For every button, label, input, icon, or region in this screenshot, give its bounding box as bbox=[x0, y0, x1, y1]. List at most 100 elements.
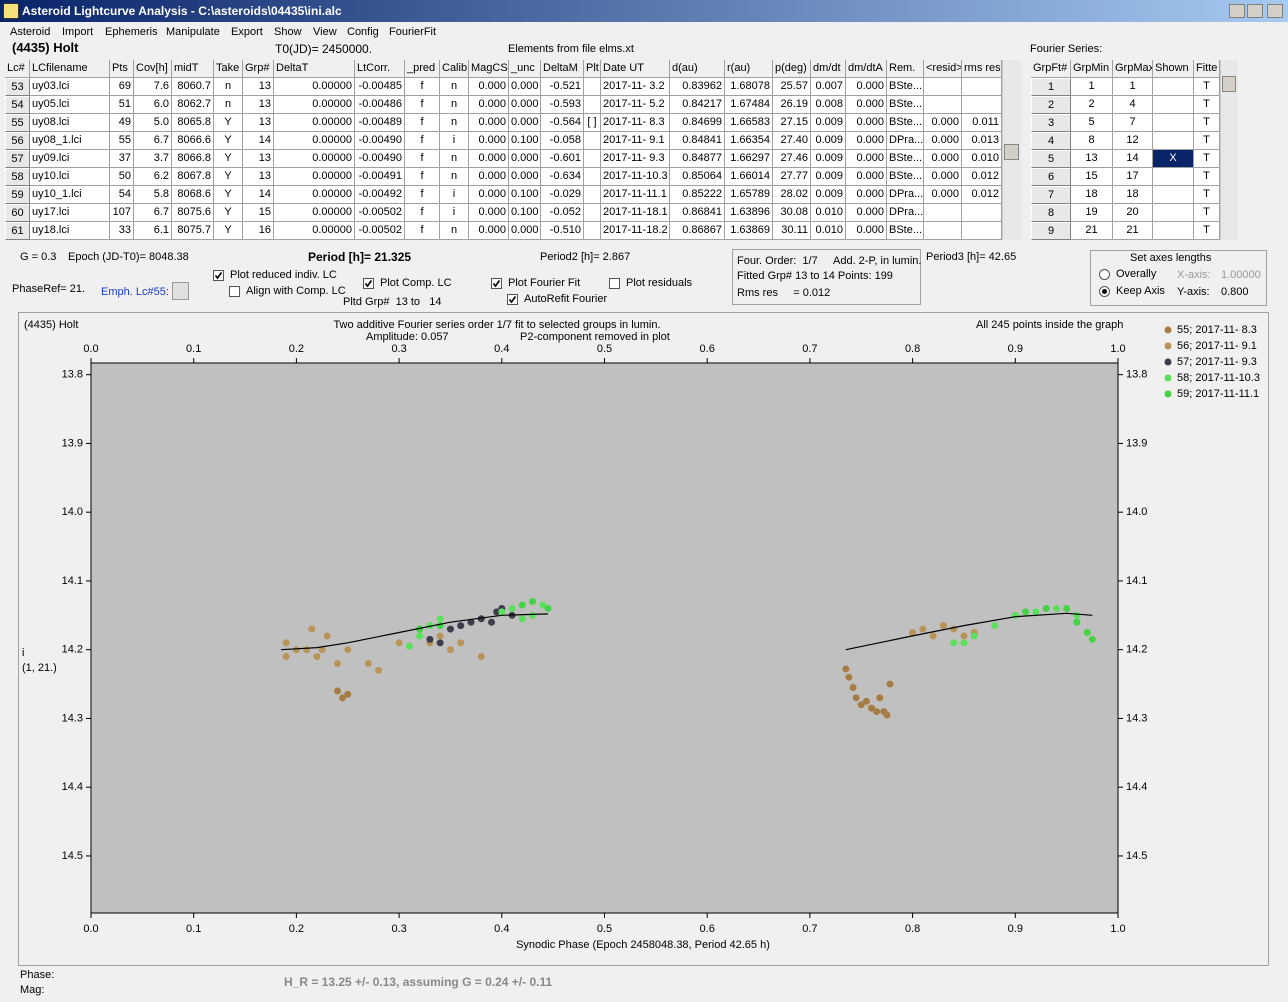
column-header[interactable]: Lc# bbox=[5, 60, 30, 78]
table-cell[interactable]: 7 bbox=[1031, 186, 1071, 204]
table-cell[interactable]: 58 bbox=[5, 168, 30, 186]
column-header[interactable]: DeltaT bbox=[274, 60, 355, 78]
table-cell[interactable]: 57 bbox=[5, 150, 30, 168]
column-header[interactable]: <resid> bbox=[924, 60, 962, 78]
spinner[interactable] bbox=[172, 282, 189, 300]
column-header[interactable]: dm/dt bbox=[811, 60, 846, 78]
table-cell[interactable]: 4 bbox=[1031, 132, 1071, 150]
period: Period [h]= 21.325 bbox=[308, 250, 412, 264]
scrollbar[interactable] bbox=[1220, 60, 1238, 240]
table-cell: 5.0 bbox=[134, 114, 172, 132]
column-header[interactable]: midT bbox=[172, 60, 214, 78]
column-header[interactable]: Calib bbox=[440, 60, 469, 78]
column-header[interactable]: Plt bbox=[584, 60, 601, 78]
menu-item[interactable]: Export bbox=[231, 26, 263, 38]
table-cell[interactable]: 60 bbox=[5, 204, 30, 222]
y-tick-label: 14.4 bbox=[1126, 781, 1147, 793]
column-header[interactable]: DeltaM bbox=[541, 60, 584, 78]
column-header[interactable]: GrpFt# bbox=[1031, 60, 1071, 78]
column-header[interactable]: Shown bbox=[1153, 60, 1194, 78]
menu-item[interactable]: Show bbox=[274, 26, 302, 38]
table-cell[interactable]: 56 bbox=[5, 132, 30, 150]
table-cell[interactable]: 6 bbox=[1031, 168, 1071, 186]
checkbox[interactable] bbox=[507, 294, 518, 305]
checkbox[interactable] bbox=[213, 270, 224, 281]
radio-label[interactable]: Keep Axis bbox=[1116, 285, 1165, 297]
table-cell: 0.009 bbox=[811, 114, 846, 132]
column-header[interactable]: LtCorr. bbox=[355, 60, 405, 78]
table-cell[interactable]: 53 bbox=[5, 78, 30, 96]
table-cell: -0.00489 bbox=[355, 114, 405, 132]
column-header[interactable]: dm/dtA bbox=[846, 60, 887, 78]
radio-button[interactable] bbox=[1099, 269, 1110, 280]
table-cell: 54 bbox=[110, 186, 134, 204]
data-point bbox=[1011, 611, 1019, 619]
table-cell: T bbox=[1194, 132, 1220, 150]
table-cell: 0.009 bbox=[811, 132, 846, 150]
checkbox[interactable] bbox=[609, 278, 620, 289]
table-cell[interactable]: 9 bbox=[1031, 222, 1071, 240]
checkbox-label[interactable]: Align with Comp. LC bbox=[246, 285, 346, 297]
column-header[interactable]: Take bbox=[214, 60, 243, 78]
checkbox-label[interactable]: Plot Fourier Fit bbox=[508, 277, 581, 289]
column-header[interactable]: Cov[h] bbox=[134, 60, 172, 78]
table-cell: 26.19 bbox=[773, 96, 811, 114]
column-header[interactable]: _unc bbox=[509, 60, 541, 78]
menu-item[interactable]: Ephemeris bbox=[105, 26, 158, 38]
column-header[interactable]: Date UT bbox=[601, 60, 670, 78]
column-header[interactable]: rms res bbox=[962, 60, 1002, 78]
menu-item[interactable]: Import bbox=[62, 26, 94, 38]
menu-item[interactable]: Config bbox=[347, 26, 379, 38]
data-point bbox=[467, 618, 475, 626]
checkbox[interactable] bbox=[491, 278, 502, 289]
axes-title: Set axes lengths bbox=[1130, 252, 1212, 264]
column-header[interactable]: d(au) bbox=[670, 60, 725, 78]
table-cell[interactable]: 59 bbox=[5, 186, 30, 204]
table-cell: 27.77 bbox=[773, 168, 811, 186]
table-cell[interactable]: 2 bbox=[1031, 96, 1071, 114]
radio-label[interactable]: Overally bbox=[1116, 268, 1157, 280]
menu-item[interactable]: View bbox=[313, 26, 337, 38]
table-cell bbox=[584, 204, 601, 222]
data-point bbox=[842, 665, 850, 673]
column-header[interactable]: Rem. bbox=[887, 60, 924, 78]
checkbox-label[interactable]: Plot reduced indiv. LC bbox=[230, 269, 337, 281]
close-button[interactable] bbox=[1267, 4, 1283, 18]
minimize-button[interactable] bbox=[1229, 4, 1245, 18]
checkbox-label[interactable]: Plot residuals bbox=[626, 277, 693, 289]
column-header[interactable]: Grp# bbox=[243, 60, 274, 78]
menu-item[interactable]: Manipulate bbox=[166, 26, 220, 38]
table-cell[interactable]: 61 bbox=[5, 222, 30, 240]
radio-button[interactable] bbox=[1099, 286, 1110, 297]
column-header[interactable]: LCfilename bbox=[30, 60, 110, 78]
scrollbar[interactable] bbox=[1002, 60, 1021, 240]
table-cell[interactable]: 55 bbox=[5, 114, 30, 132]
checkbox[interactable] bbox=[229, 286, 240, 297]
column-header[interactable]: _pred bbox=[405, 60, 440, 78]
checkbox[interactable] bbox=[363, 278, 374, 289]
scroll-thumb[interactable] bbox=[1222, 76, 1236, 92]
column-header[interactable]: Pts bbox=[110, 60, 134, 78]
checkbox-label[interactable]: AutoRefit Fourier bbox=[524, 293, 608, 305]
column-header[interactable]: Fitte bbox=[1194, 60, 1220, 78]
data-point bbox=[488, 618, 496, 626]
table-cell[interactable]: 3 bbox=[1031, 114, 1071, 132]
table-cell[interactable]: 8 bbox=[1031, 204, 1071, 222]
checkbox-label[interactable]: Plot Comp. LC bbox=[380, 277, 452, 289]
table-cell[interactable]: 5 bbox=[1031, 150, 1071, 168]
column-header[interactable]: MagCS bbox=[469, 60, 509, 78]
legend-marker bbox=[1164, 390, 1172, 398]
scroll-thumb[interactable] bbox=[1004, 144, 1019, 160]
column-header[interactable]: GrpMax bbox=[1113, 60, 1153, 78]
maximize-button[interactable] bbox=[1247, 4, 1263, 18]
y-axis-label: i bbox=[22, 647, 24, 659]
table-cell[interactable]: 54 bbox=[5, 96, 30, 114]
table-cell[interactable]: 1 bbox=[1031, 78, 1071, 96]
menu-item[interactable]: FourierFit bbox=[389, 26, 437, 38]
column-header[interactable]: r(au) bbox=[725, 60, 773, 78]
menu-item[interactable]: Asteroid bbox=[10, 26, 51, 38]
table-cell: 0.000 bbox=[846, 96, 887, 114]
x-tick-label: 0.1 bbox=[186, 923, 201, 935]
column-header[interactable]: p(deg) bbox=[773, 60, 811, 78]
column-header[interactable]: GrpMin bbox=[1071, 60, 1113, 78]
